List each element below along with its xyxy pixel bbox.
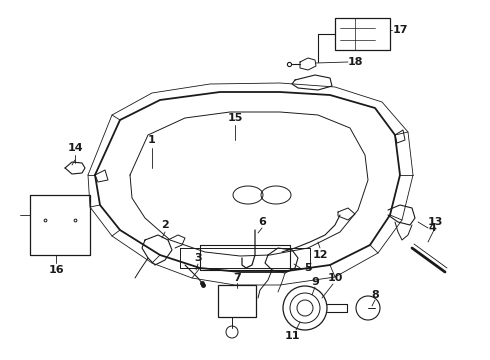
Text: 8: 8	[371, 290, 379, 300]
Text: 14: 14	[67, 143, 83, 153]
Text: 18: 18	[347, 57, 363, 67]
Text: 5: 5	[304, 263, 312, 273]
Text: 13: 13	[427, 217, 442, 227]
Bar	[335, 18, 390, 50]
Text: 6: 6	[258, 217, 266, 227]
Text: 16: 16	[48, 265, 64, 275]
Text: 3: 3	[194, 253, 202, 263]
Text: 12: 12	[312, 250, 328, 260]
Text: 4: 4	[428, 223, 436, 233]
Text: 17: 17	[392, 25, 408, 35]
Text: 10: 10	[327, 273, 343, 283]
Text: 9: 9	[311, 277, 319, 287]
Text: 1: 1	[148, 135, 156, 145]
Bar	[218, 285, 256, 317]
Text: 7: 7	[233, 273, 241, 283]
Text: 15: 15	[227, 113, 243, 123]
Text: 2: 2	[161, 220, 169, 230]
Text: 11: 11	[284, 331, 300, 341]
